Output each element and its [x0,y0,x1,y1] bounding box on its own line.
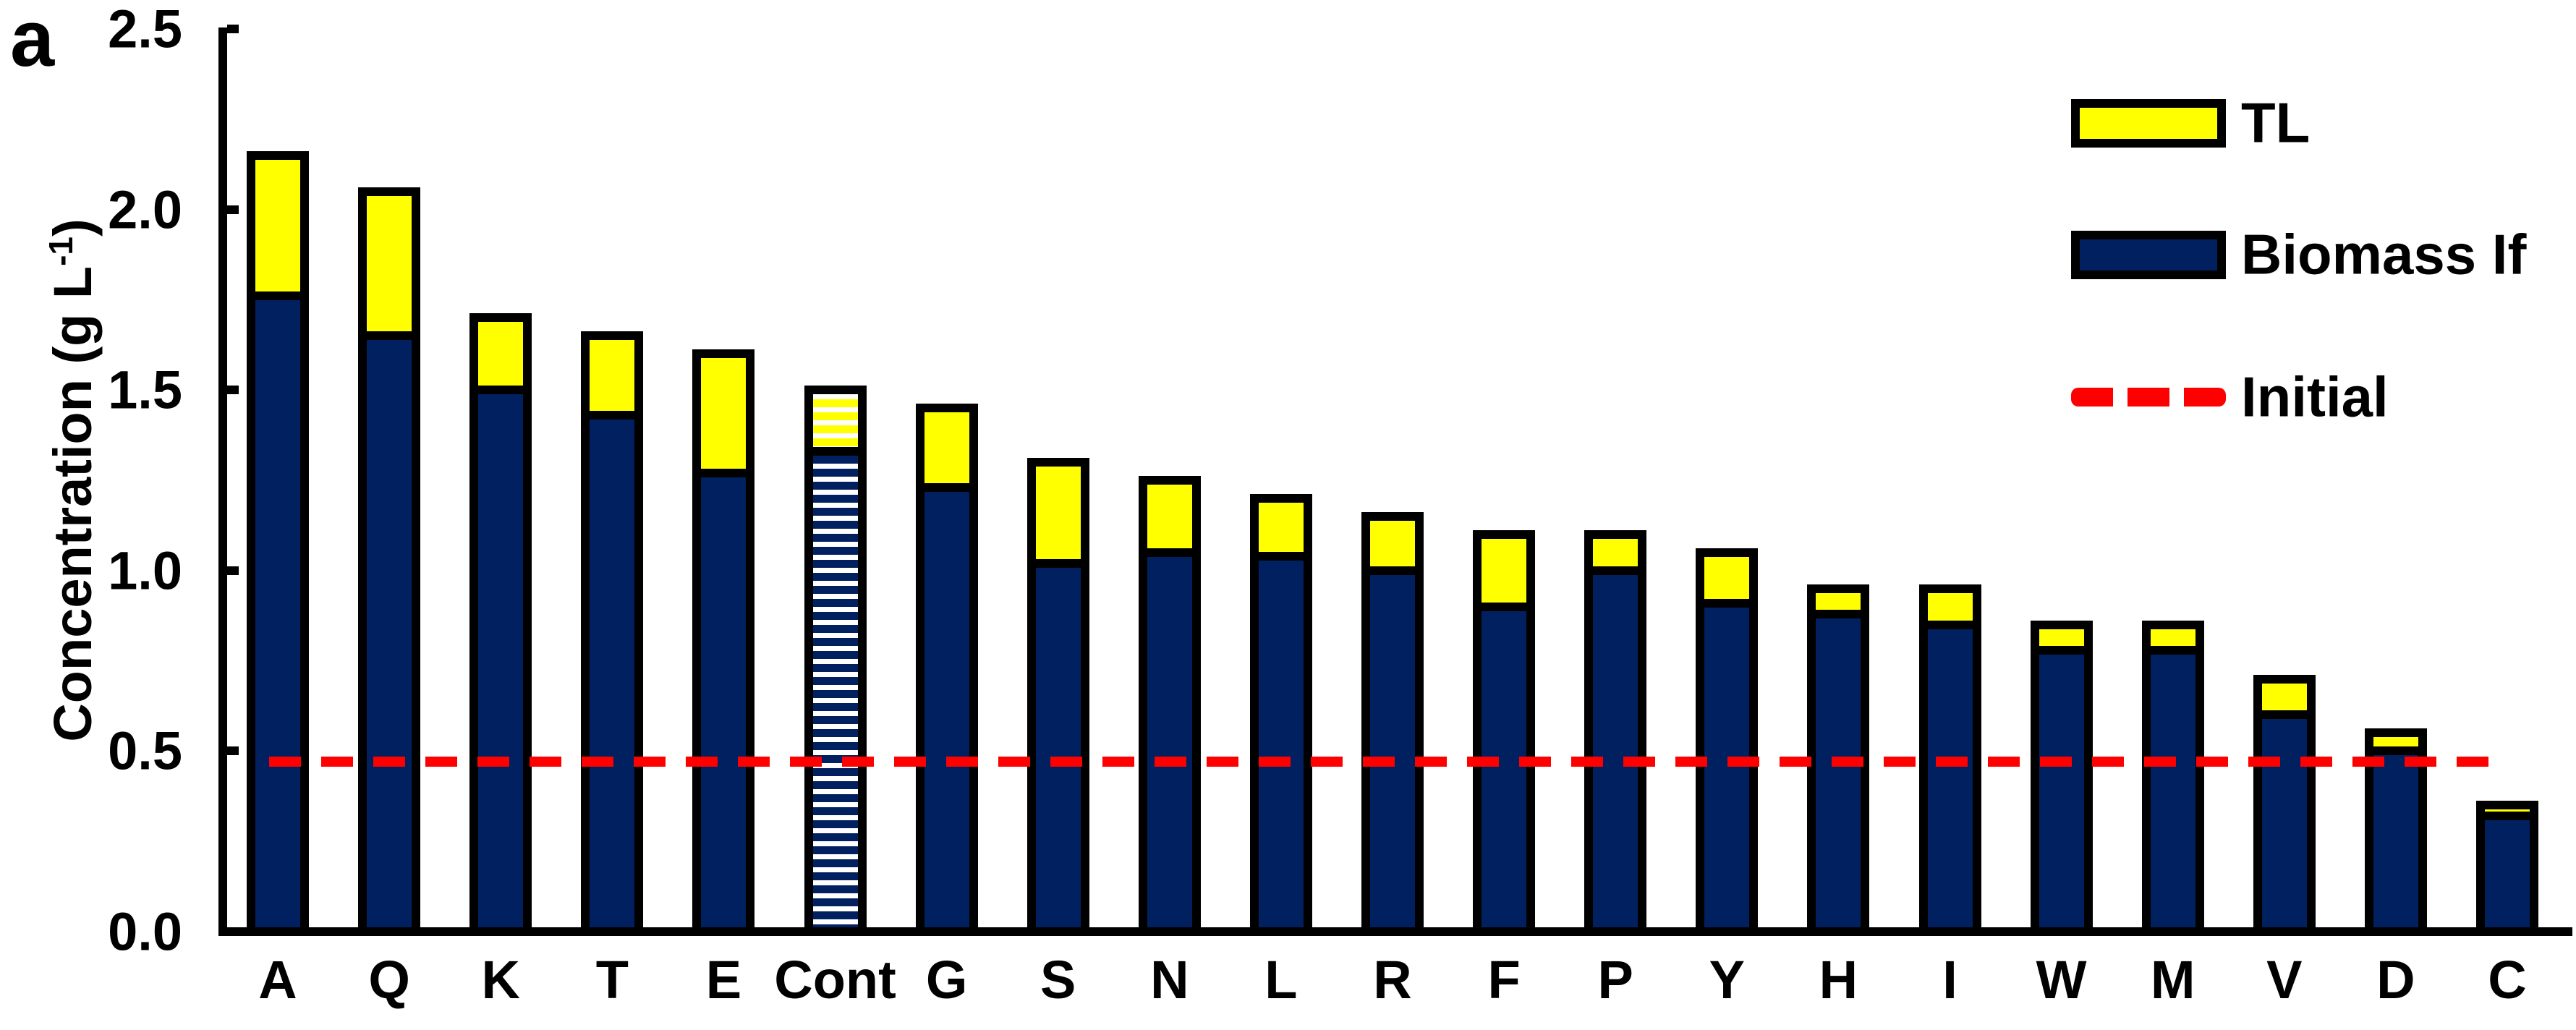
biomass-segment [1249,551,1312,936]
x-axis-category-label: F [1487,950,1521,1010]
y-axis-tick-label: 2.5 [108,0,182,59]
biomass-segment [1696,598,1759,936]
legend-initial-dash-marker [2071,388,2226,407]
y-axis-tick-label: 1.5 [108,359,182,420]
x-axis-category-label: A [258,950,297,1010]
y-axis-tick-label: 2.0 [108,179,182,240]
biomass-segment [1584,566,1647,936]
biomass-segment [469,386,532,936]
y-axis-tick [227,746,239,756]
y-axis-tick [227,386,239,395]
y-axis-line [218,27,227,936]
x-axis-category-label: Y [1709,950,1745,1010]
biomass-segment [1138,548,1201,936]
biomass-segment [1807,609,1870,936]
x-axis-category-label: W [2036,950,2087,1010]
biomass-segment [2141,645,2204,936]
x-axis-category-label: M [2150,950,2195,1010]
x-axis-category-label: P [1597,950,1633,1010]
biomass-segment [2364,746,2427,936]
biomass-segment [1918,620,1981,936]
y-axis-tick-label: 0.0 [108,901,182,962]
y-axis-title-superscript: -1 [42,237,80,266]
x-axis-category-label: T [595,950,629,1010]
x-axis-line [218,927,2572,936]
panel-label: a [10,0,55,83]
x-axis-category-label: C [2488,950,2527,1010]
biomass-segment [915,482,978,936]
legend-tl-swatch [2071,99,2226,148]
y-axis-title-text: Concentration (g L [42,265,103,742]
x-axis-category-label: L [1264,950,1298,1010]
x-axis-category-label: R [1373,950,1412,1010]
x-axis-category-label: Q [368,950,410,1010]
biomass-segment [358,331,421,936]
biomass-segment [247,291,309,936]
biomass-segment [2253,710,2316,936]
x-axis-category-label: I [1942,950,1957,1010]
x-axis-category-label: E [705,950,742,1010]
biomass-segment [2030,645,2093,936]
x-axis-category-label: Cont [774,950,896,1010]
y-axis-tick [227,566,239,575]
x-axis-category-label: K [481,950,520,1010]
biomass-segment [692,469,755,936]
y-axis-tick-label: 0.5 [108,720,182,781]
x-axis-category-label: S [1040,950,1076,1010]
x-axis-category-label: G [925,950,968,1010]
x-axis-category-label: V [2266,950,2303,1010]
y-axis-tick [227,25,239,33]
initial-dashed-line [269,757,2493,767]
biomass-segment [804,447,867,936]
biomass-segment [2476,812,2538,936]
biomass-segment [1361,566,1424,936]
biomass-segment [1473,602,1536,936]
y-axis-tick [227,205,239,214]
x-axis-category-label: H [1819,950,1858,1010]
legend-biomass-swatch [2071,231,2226,279]
legend-item-label: Biomass If [2241,222,2527,286]
y-axis-tick-label: 1.0 [108,540,182,601]
x-axis-category-label: N [1150,950,1189,1010]
x-axis-category-label: D [2376,950,2415,1010]
y-axis-title: Concentration (g L-1) [41,218,103,741]
legend-item-label: TL [2241,90,2311,155]
biomass-segment [1026,558,1089,936]
biomass-segment [581,411,644,936]
legend-item-label: Initial [2241,365,2389,429]
